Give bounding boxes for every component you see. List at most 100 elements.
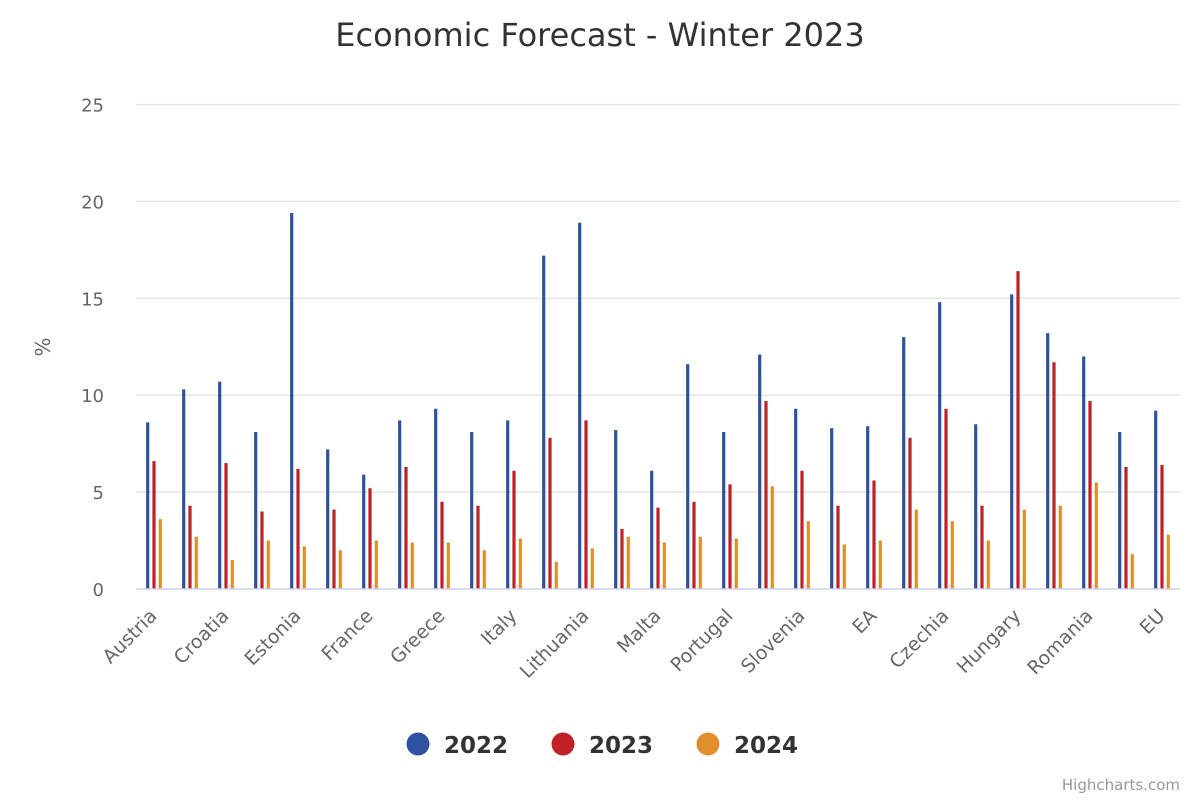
bar-2024-slovakia[interactable] (770, 486, 774, 589)
bar-2022-austria[interactable] (146, 422, 150, 589)
bar-2023-estonia[interactable] (296, 468, 300, 589)
bar-2024-germany[interactable] (410, 542, 414, 589)
bar-2023-malta[interactable] (656, 507, 660, 589)
bar-2022-luxembourg[interactable] (614, 430, 618, 589)
bar-2023-czechia[interactable] (944, 408, 948, 589)
bar-2022-malta[interactable] (650, 470, 654, 589)
bar-2022-slovakia[interactable] (758, 354, 762, 590)
bar-2024-france[interactable] (374, 540, 378, 589)
bar-2022-ireland[interactable] (470, 432, 474, 589)
bar-2023-croatia[interactable] (224, 463, 228, 589)
bar-2023-austria[interactable] (152, 461, 156, 589)
bar-2023-slovakia[interactable] (764, 401, 768, 589)
bar-2022-cyprus[interactable] (254, 432, 258, 589)
bar-2024-lithuania[interactable] (590, 548, 594, 589)
bar-2022-belgium[interactable] (182, 389, 186, 589)
bar-2022-ea[interactable] (866, 426, 870, 589)
bar-2024-eu[interactable] (1166, 534, 1170, 589)
legend-item-2022[interactable]: 2022 (406, 732, 509, 760)
bar-2024-malta[interactable] (662, 542, 666, 589)
bar-2022-eu[interactable] (1154, 410, 1158, 589)
bar-2022-slovenia[interactable] (794, 408, 798, 589)
bar-2023-italy[interactable] (512, 470, 516, 589)
legend: 2022 2023 2024 (406, 732, 799, 760)
bar-2023-greece[interactable] (440, 501, 444, 589)
bar-2023-hungary[interactable] (1016, 271, 1020, 589)
bar-2022-germany[interactable] (398, 420, 402, 589)
bar-2023-cyprus[interactable] (260, 511, 264, 589)
bar-2023-bulgaria[interactable] (908, 437, 912, 589)
bar-2023-germany[interactable] (404, 466, 408, 589)
bar-2023-ea[interactable] (872, 480, 876, 589)
x-tick-label: Croatia (170, 605, 234, 669)
bar-2022-italy[interactable] (506, 420, 510, 589)
y-axis-ticks: 0 5 10 15 20 25 (81, 96, 104, 602)
bar-2023-eu[interactable] (1160, 464, 1164, 589)
bar-2024-czechia[interactable] (950, 521, 954, 589)
bar-2023-sweden[interactable] (1124, 466, 1128, 589)
bar-2022-czechia[interactable] (938, 302, 942, 589)
x-axis-ticks: Austria Croatia Estonia France Greece ItalyLi… (99, 605, 1170, 683)
legend-item-2024[interactable]: 2024 (696, 732, 799, 760)
bar-2024-belgium[interactable] (194, 536, 198, 589)
bar-2024-bulgaria[interactable] (914, 509, 918, 589)
bar-2022-france[interactable] (362, 474, 366, 589)
bar-2024-luxembourg[interactable] (626, 536, 630, 589)
bar-2024-spain[interactable] (842, 544, 846, 589)
bar-2024-croatia[interactable] (230, 559, 234, 589)
bar-2022-portugal[interactable] (722, 432, 726, 589)
bar-2023-finland[interactable] (332, 509, 336, 589)
y-axis-label: % (31, 337, 55, 356)
bar-2024-greece[interactable] (446, 542, 450, 589)
bar-2024-cyprus[interactable] (266, 540, 270, 589)
bar-2024-denmark[interactable] (986, 540, 990, 589)
bar-2024-finland[interactable] (338, 550, 342, 589)
bar-2022-finland[interactable] (326, 449, 330, 589)
bar-2024-poland[interactable] (1058, 505, 1062, 589)
bar-2022-lithuania[interactable] (578, 222, 582, 589)
bar-2022-croatia[interactable] (218, 381, 222, 589)
bar-2024-latvia[interactable] (554, 561, 558, 589)
bar-2022-sweden[interactable] (1118, 432, 1122, 589)
bar-2023-spain[interactable] (836, 505, 840, 589)
bar-2023-luxembourg[interactable] (620, 528, 624, 589)
bar-2023-poland[interactable] (1052, 362, 1056, 589)
bar-2023-france[interactable] (368, 488, 372, 589)
bar-2024-romania[interactable] (1094, 482, 1098, 589)
bar-2022-romania[interactable] (1082, 356, 1086, 589)
bar-2022-estonia[interactable] (290, 213, 294, 589)
bar-2024-portugal[interactable] (734, 538, 738, 589)
bar-2023-ireland[interactable] (476, 505, 480, 589)
bar-2023-lithuania[interactable] (584, 420, 588, 589)
bar-2024-ea[interactable] (878, 540, 882, 589)
bar-2022-bulgaria[interactable] (902, 337, 906, 589)
bar-2022-poland[interactable] (1046, 333, 1050, 589)
bar-2022-latvia[interactable] (542, 255, 546, 589)
bar-2023-belgium[interactable] (188, 505, 192, 589)
bar-2023-slovenia[interactable] (800, 470, 804, 589)
bar-2024-hungary[interactable] (1022, 509, 1026, 589)
bar-2024-ireland[interactable] (482, 550, 486, 589)
bar-2022-netherlands[interactable] (686, 364, 690, 589)
x-tick-label: EU (1136, 605, 1170, 639)
bar-2022-hungary[interactable] (1010, 294, 1014, 589)
bar-2024-italy[interactable] (518, 538, 522, 589)
bar-2024-sweden[interactable] (1130, 554, 1134, 589)
bar-2023-latvia[interactable] (548, 437, 552, 589)
bar-2024-austria[interactable] (158, 519, 162, 589)
bar-2022-denmark[interactable] (974, 424, 978, 589)
bar-2023-portugal[interactable] (728, 484, 732, 589)
bar-2023-romania[interactable] (1088, 401, 1092, 589)
bar-2024-slovenia[interactable] (806, 521, 810, 589)
bar-2024-netherlands[interactable] (698, 536, 702, 589)
y-tick-label: 10 (81, 386, 104, 407)
bar-2024-estonia[interactable] (302, 546, 306, 589)
x-tick-label: France (317, 605, 377, 665)
bar-2023-denmark[interactable] (980, 505, 984, 589)
bar-2022-greece[interactable] (434, 408, 438, 589)
bar-2023-netherlands[interactable] (692, 501, 696, 589)
bar-2022-spain[interactable] (830, 428, 834, 589)
legend-item-2023[interactable]: 2023 (551, 732, 654, 760)
credits-link[interactable]: Highcharts.com (1062, 776, 1180, 794)
x-tick-label: Austria (99, 605, 162, 668)
